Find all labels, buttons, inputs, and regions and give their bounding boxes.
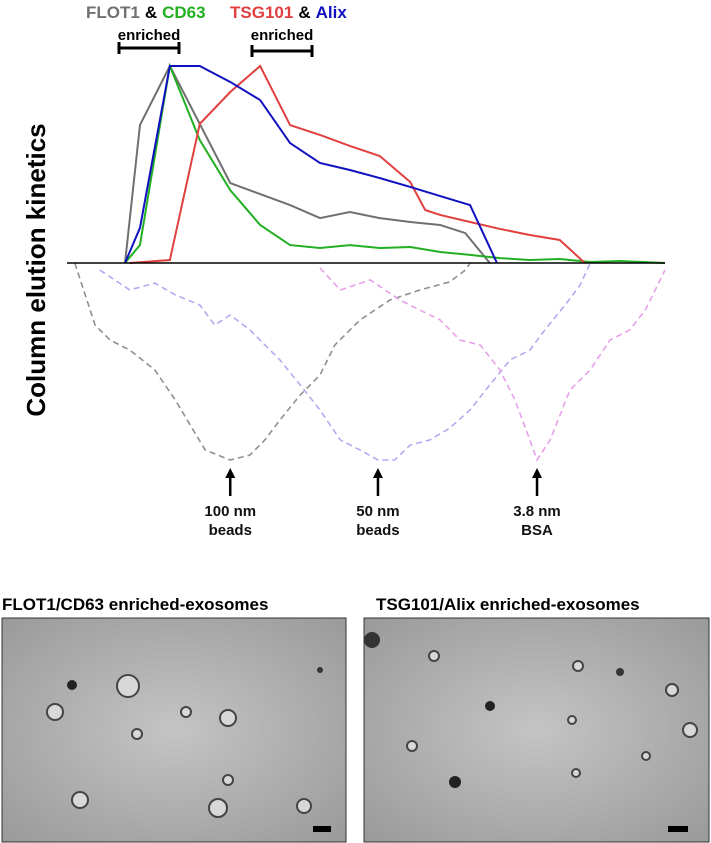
annotation: enriched — [118, 27, 181, 44]
legend-joiner: & — [298, 3, 310, 22]
standard-label: 100 nm beads — [204, 503, 257, 539]
standard-line — [99, 262, 591, 461]
standard-label: 3.8 nm BSA — [513, 503, 561, 539]
brackets — [117, 42, 314, 57]
y-axis-label: Column elution kinetics — [21, 123, 51, 416]
panel-title: TSG101/Alix enriched-exosomes — [376, 595, 640, 614]
legend-entry: TSG101 — [230, 3, 293, 22]
standard-line — [74, 262, 471, 461]
series-line — [124, 65, 498, 264]
annotation: enriched — [251, 27, 314, 44]
series-line — [129, 64, 586, 264]
micrograph — [1, 617, 347, 843]
arrow-head — [532, 468, 543, 478]
legend-entry: CD63 — [162, 3, 205, 22]
legend-entry: FLOT1 — [86, 3, 140, 22]
legend-joiner: & — [145, 3, 157, 22]
legend-entry: Alix — [316, 3, 348, 22]
legend-line: FLOT1 & CD63 — [86, 3, 206, 22]
standard-line — [319, 267, 666, 462]
standard-label: 50 nm beads — [356, 503, 400, 539]
arrow-head — [372, 468, 383, 478]
series-line — [124, 62, 666, 264]
micrograph — [363, 617, 710, 843]
panel-title: FLOT1/CD63 enriched-exosomes — [2, 595, 268, 614]
series-line — [124, 63, 491, 264]
arrow-head — [225, 468, 236, 478]
legend-line: TSG101 & Alix — [230, 3, 347, 22]
